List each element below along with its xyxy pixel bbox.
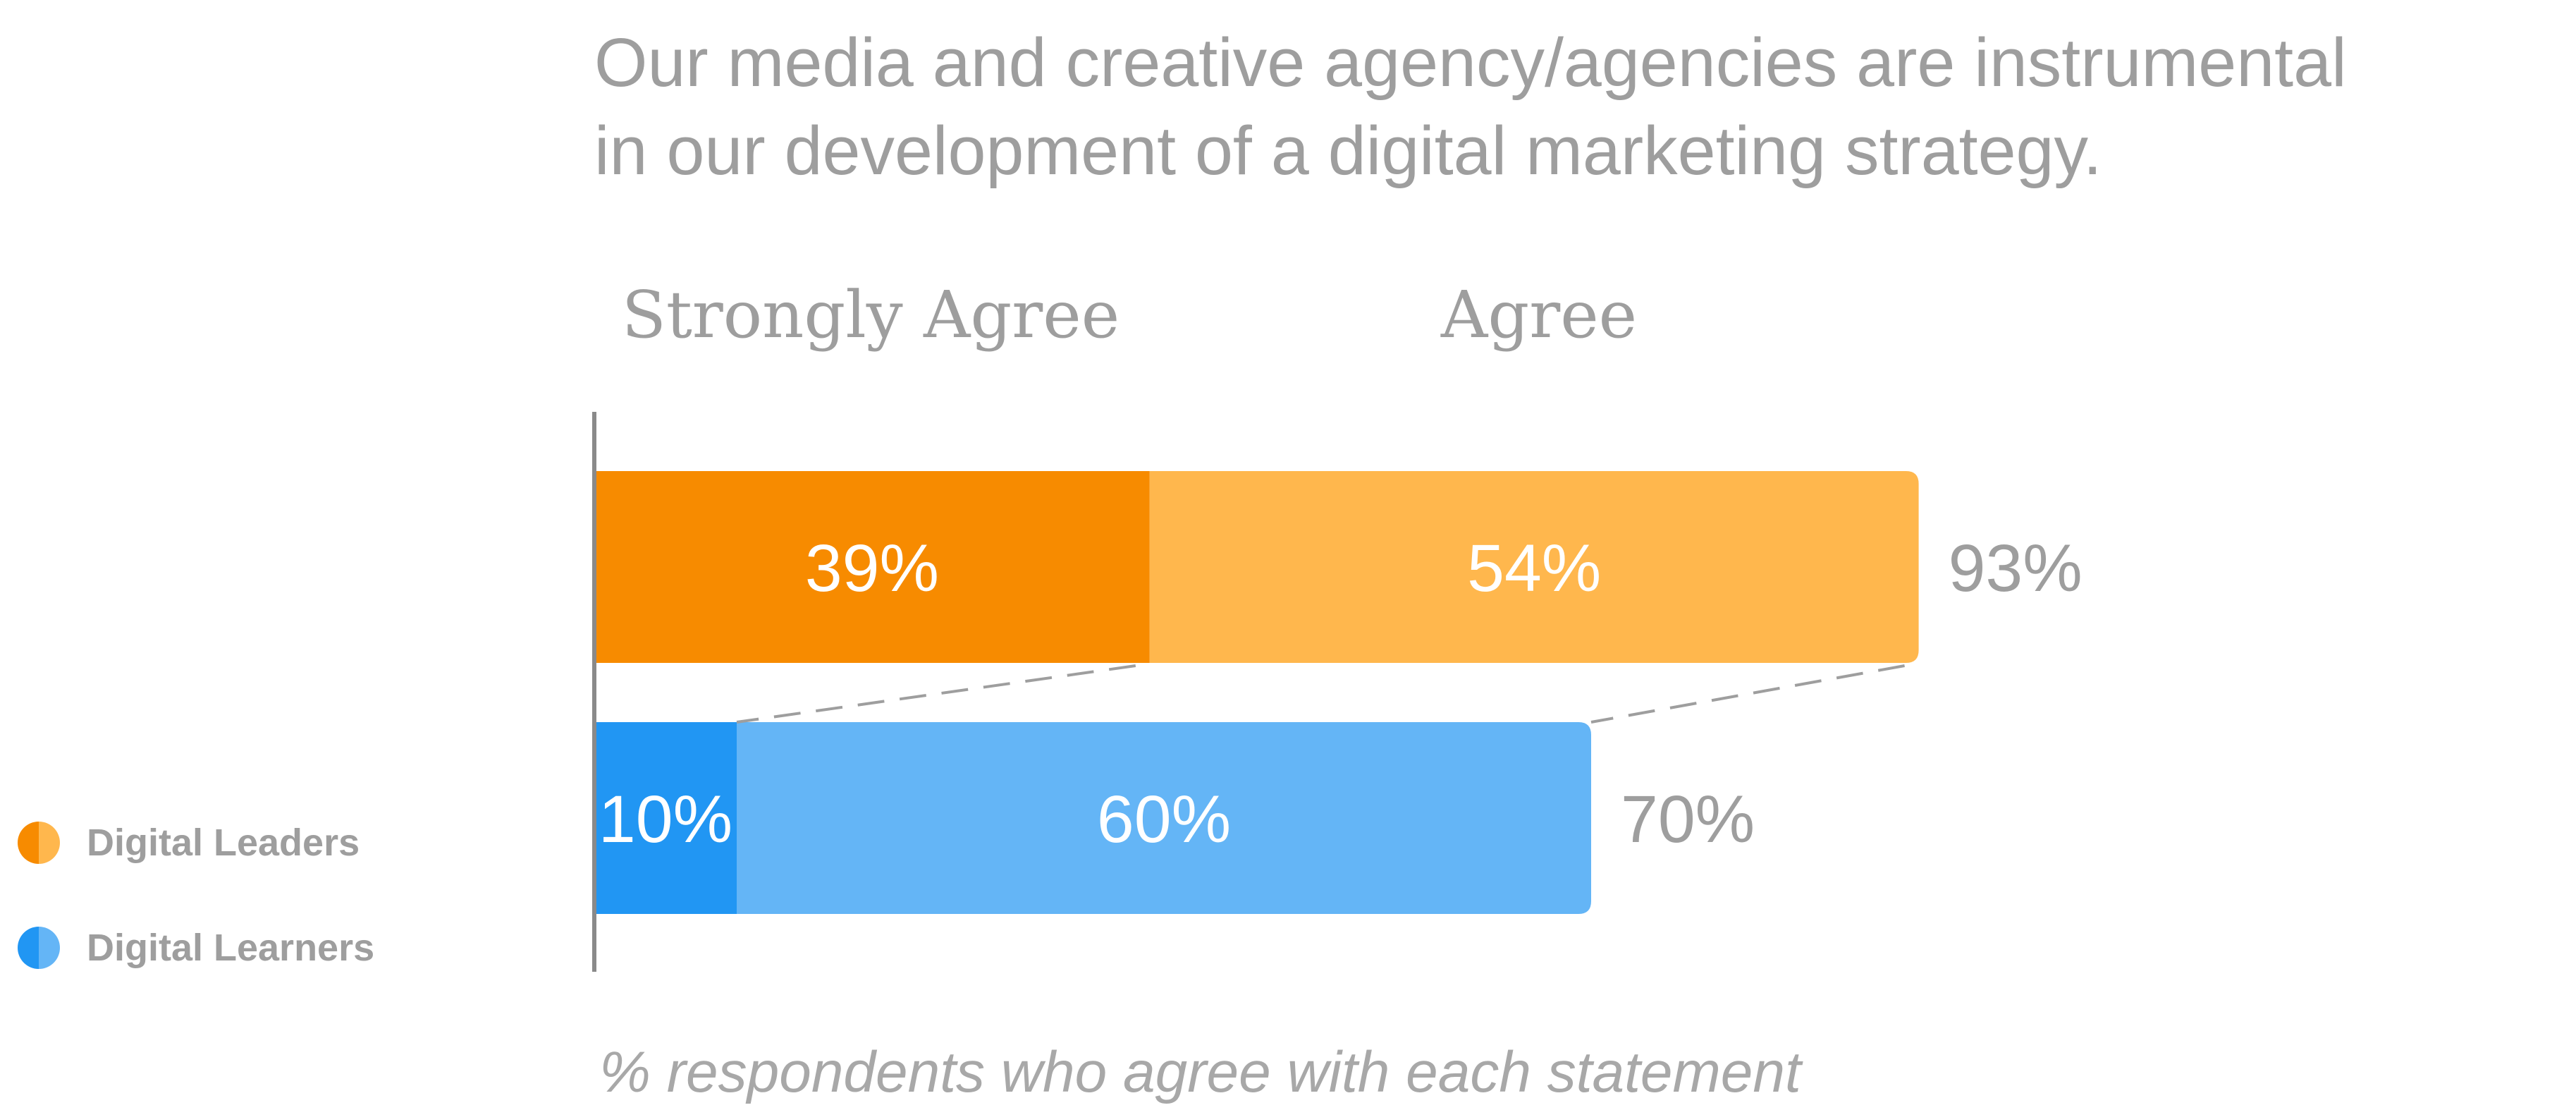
legend-item-digital-learners: Digital Learners	[18, 927, 374, 969]
legend-item-digital-leaders: Digital Leaders	[18, 822, 360, 864]
bar-digital-learners-agree	[737, 722, 1591, 914]
legend-label-digital-leaders: Digital Leaders	[87, 822, 360, 864]
bar-digital-leaders-agree	[1149, 471, 1919, 663]
chart-title-line-2: in our development of a digital marketin…	[594, 112, 2102, 189]
legend-swatch-digital-leaders-right	[39, 822, 60, 864]
total-label-digital-learners: 70%	[1621, 782, 1755, 857]
legend-swatch-digital-learners-left	[18, 927, 39, 969]
bar-digital-learners-strongly-agree	[594, 722, 737, 914]
bar-label-digital-learners-strongly-agree: 10%	[599, 782, 732, 857]
legend: Digital Leaders Digital Learners	[18, 822, 374, 969]
legend-swatch-digital-learners-right	[39, 927, 60, 969]
total-label-digital-leaders: 93%	[1949, 531, 2083, 606]
legend-label-digital-learners: Digital Learners	[87, 927, 374, 969]
column-header-strongly-agree: Strongly Agree	[622, 277, 1120, 353]
connector-line-strongly-agree	[736, 664, 1136, 724]
connector-line-agree	[1590, 664, 1905, 724]
bar-label-digital-leaders-agree: 54%	[1467, 531, 1601, 606]
legend-swatch-digital-leaders-left	[18, 822, 39, 864]
bars-group: 39% 54% 93% 10% 60% 70%	[594, 471, 2083, 914]
footnote: % respondents who agree with each statem…	[599, 1040, 1803, 1104]
bar-label-digital-learners-agree: 60%	[1097, 782, 1231, 857]
bar-label-digital-leaders-strongly-agree: 39%	[805, 531, 939, 606]
column-header-agree: Agree	[1440, 277, 1637, 353]
bar-digital-leaders-strongly-agree	[594, 471, 1150, 663]
chart-title-line-1: Our media and creative agency/agencies a…	[594, 24, 2347, 101]
